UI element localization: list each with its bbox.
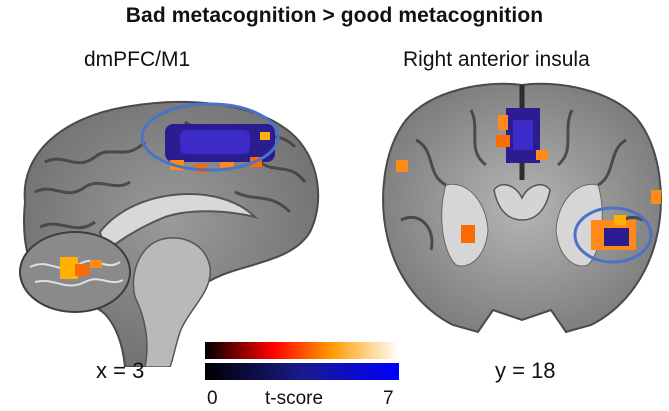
panel-label-dmpfc: dmPFC/M1 xyxy=(84,48,191,71)
highlight-ellipse-insula xyxy=(573,206,653,264)
activation-medial xyxy=(496,108,548,163)
colorbar-max-label: 7 xyxy=(383,388,394,409)
lateral-ventricles xyxy=(493,183,551,221)
figure-title: Bad metacognition > good metacognition xyxy=(125,4,544,27)
panel-label-insula: Right anterior insula xyxy=(403,48,590,71)
brainstem xyxy=(132,237,211,367)
corpus-callosum xyxy=(98,193,259,254)
activation-insula xyxy=(591,215,636,250)
colorbar-negative xyxy=(205,363,399,380)
highlight-ellipse-dmpfc xyxy=(140,102,280,172)
colorbar-min-label: 0 xyxy=(207,388,218,409)
slice-coordinate-y: y = 18 xyxy=(495,358,556,383)
activation-cerebellum xyxy=(60,257,102,279)
coronal-brain-slice xyxy=(382,82,662,334)
tscore-colorbar xyxy=(205,342,399,380)
activation-scattered xyxy=(396,160,661,243)
colorbar-positive xyxy=(205,342,399,359)
slice-coordinate-x: x = 3 xyxy=(96,358,145,383)
colorbar-axis-label: t-score xyxy=(265,388,324,409)
sagittal-brain-slice xyxy=(19,100,320,367)
